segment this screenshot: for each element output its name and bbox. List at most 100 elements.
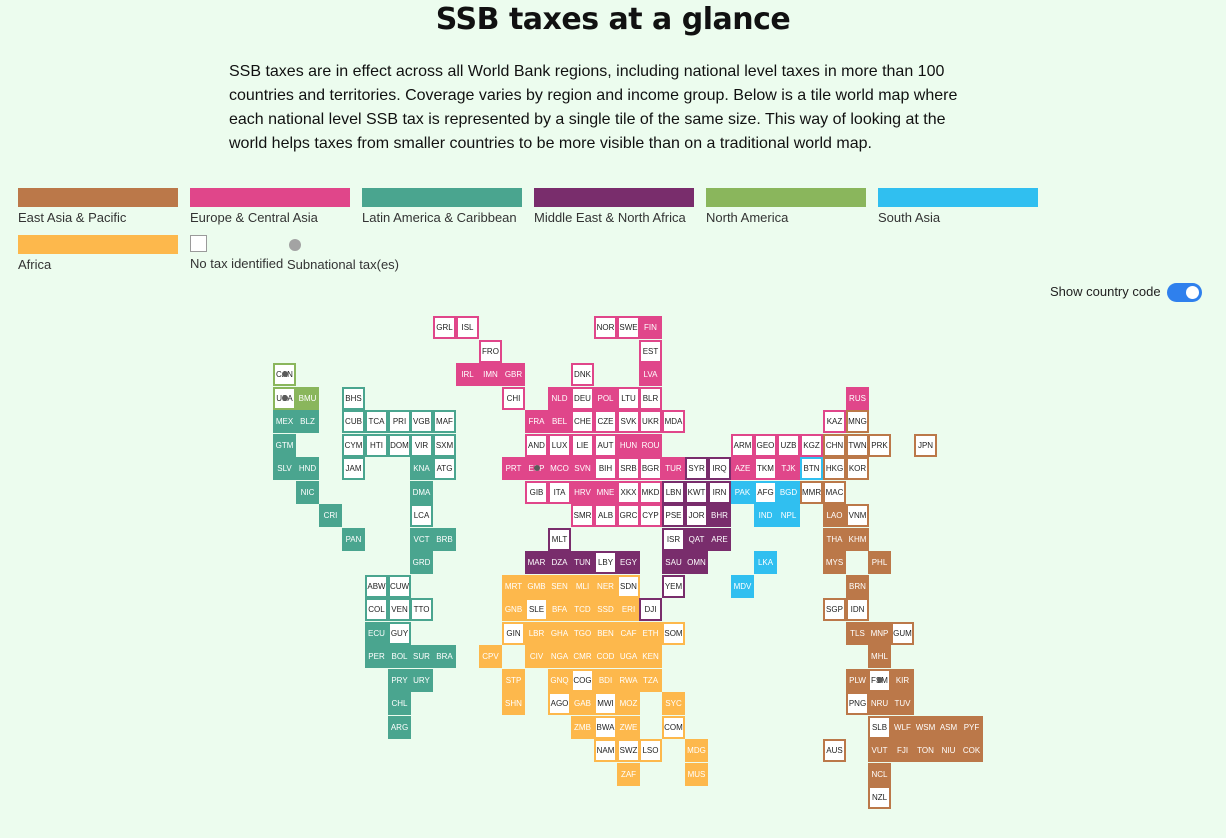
legend-item-latin-america-caribbean[interactable]: Latin America & Caribbean xyxy=(362,188,522,225)
tile-plw[interactable]: PLW xyxy=(846,669,869,692)
tile-bra[interactable]: BRA xyxy=(433,645,456,668)
tile-ton[interactable]: TON xyxy=(914,739,937,762)
tile-civ[interactable]: CIV xyxy=(525,645,548,668)
tile-cym[interactable]: CYM xyxy=(342,434,365,457)
tile-rou[interactable]: ROU xyxy=(639,434,662,457)
tile-shn[interactable]: SHN xyxy=(502,692,525,715)
tile-brn[interactable]: BRN xyxy=(846,575,869,598)
tile-ind[interactable]: IND xyxy=(754,504,777,527)
legend-item-europe-central-asia[interactable]: Europe & Central Asia xyxy=(190,188,350,225)
tile-hun[interactable]: HUN xyxy=(617,434,640,457)
tile-lka[interactable]: LKA xyxy=(754,551,777,574)
tile-cod[interactable]: COD xyxy=(594,645,617,668)
tile-vir[interactable]: VIR xyxy=(410,434,433,457)
tile-isl[interactable]: ISL xyxy=(456,316,479,339)
tile-swe[interactable]: SWE xyxy=(617,316,640,339)
tile-com[interactable]: COM xyxy=(662,716,685,739)
tile-grl[interactable]: GRL xyxy=(433,316,456,339)
tile-bfa[interactable]: BFA xyxy=(548,598,571,621)
tile-cpv[interactable]: CPV xyxy=(479,645,502,668)
tile-dza[interactable]: DZA xyxy=(548,551,571,574)
tile-srb[interactable]: SRB xyxy=(617,457,640,480)
tile-slb[interactable]: SLB xyxy=(868,716,891,739)
tile-bhs[interactable]: BHS xyxy=(342,387,365,410)
tile-ken[interactable]: KEN xyxy=(639,645,662,668)
tile-arm[interactable]: ARM xyxy=(731,434,754,457)
tile-aze[interactable]: AZE xyxy=(731,457,754,480)
tile-bol[interactable]: BOL xyxy=(388,645,411,668)
tile-gnb[interactable]: GNB xyxy=(502,598,525,621)
tile-irq[interactable]: IRQ xyxy=(708,457,731,480)
tile-atg[interactable]: ATG xyxy=(433,457,456,480)
tile-mac[interactable]: MAC xyxy=(823,481,846,504)
tile-isr[interactable]: ISR xyxy=(662,528,685,551)
tile-mwi[interactable]: MWI xyxy=(594,692,617,715)
tile-fro[interactable]: FRO xyxy=(479,340,502,363)
tile-irn[interactable]: IRN xyxy=(708,481,731,504)
tile-hkg[interactable]: HKG xyxy=(823,457,846,480)
tile-ssd[interactable]: SSD xyxy=(594,598,617,621)
tile-pyf[interactable]: PYF xyxy=(960,716,983,739)
tile-mli[interactable]: MLI xyxy=(571,575,594,598)
tile-tcd[interactable]: TCD xyxy=(571,598,594,621)
tile-zaf[interactable]: ZAF xyxy=(617,763,640,786)
tile-pse[interactable]: PSE xyxy=(662,504,685,527)
tile-tha[interactable]: THA xyxy=(823,528,846,551)
tile-bgr[interactable]: BGR xyxy=(639,457,662,480)
tile-mkd[interactable]: MKD xyxy=(639,481,662,504)
tile-aus[interactable]: AUS xyxy=(823,739,846,762)
tile-mar[interactable]: MAR xyxy=(525,551,548,574)
tile-pol[interactable]: POL xyxy=(594,387,617,410)
tile-blr[interactable]: BLR xyxy=(639,387,662,410)
tile-svk[interactable]: SVK xyxy=(617,410,640,433)
tile-grc[interactable]: GRC xyxy=(617,504,640,527)
tile-nru[interactable]: NRU xyxy=(868,692,891,715)
tile-vgb[interactable]: VGB xyxy=(410,410,433,433)
tile-esp[interactable]: ESP xyxy=(525,457,548,480)
tile-kaz[interactable]: KAZ xyxy=(823,410,846,433)
tile-eth[interactable]: ETH xyxy=(639,622,662,645)
tile-swz[interactable]: SWZ xyxy=(617,739,640,762)
tile-mmr[interactable]: MMR xyxy=(800,481,823,504)
tile-arg[interactable]: ARG xyxy=(388,716,411,739)
tile-ven[interactable]: VEN xyxy=(388,598,411,621)
tile-prt[interactable]: PRT xyxy=(502,457,525,480)
tile-smr[interactable]: SMR xyxy=(571,504,594,527)
tile-chi[interactable]: CHI xyxy=(502,387,525,410)
tile-gtm[interactable]: GTM xyxy=(273,434,296,457)
tile-jpn[interactable]: JPN xyxy=(914,434,937,457)
tile-mhl[interactable]: MHL xyxy=(868,645,891,668)
tile-tto[interactable]: TTO xyxy=(410,598,433,621)
tile-ncl[interactable]: NCL xyxy=(868,763,891,786)
tile-est[interactable]: EST xyxy=(639,340,662,363)
tile-vct[interactable]: VCT xyxy=(410,528,433,551)
tile-gib[interactable]: GIB xyxy=(525,481,548,504)
tile-fsm[interactable]: FSM xyxy=(868,669,891,692)
tile-niu[interactable]: NIU xyxy=(937,739,960,762)
tile-gmb[interactable]: GMB xyxy=(525,575,548,598)
tile-vut[interactable]: VUT xyxy=(868,739,891,762)
tile-mdv[interactable]: MDV xyxy=(731,575,754,598)
tile-sau[interactable]: SAU xyxy=(662,551,685,574)
tile-kgz[interactable]: KGZ xyxy=(800,434,823,457)
tile-fra[interactable]: FRA xyxy=(525,410,548,433)
tile-grd[interactable]: GRD xyxy=(410,551,433,574)
tile-yem[interactable]: YEM xyxy=(662,575,685,598)
tile-phl[interactable]: PHL xyxy=(868,551,891,574)
tile-cuw[interactable]: CUW xyxy=(388,575,411,598)
legend-item-south-asia[interactable]: South Asia xyxy=(878,188,1038,225)
tile-can[interactable]: CAN xyxy=(273,363,296,386)
tile-chn[interactable]: CHN xyxy=(823,434,846,457)
tile-pry[interactable]: PRY xyxy=(388,669,411,692)
tile-tkm[interactable]: TKM xyxy=(754,457,777,480)
tile-wsm[interactable]: WSM xyxy=(914,716,937,739)
tile-syc[interactable]: SYC xyxy=(662,692,685,715)
tile-pak[interactable]: PAK xyxy=(731,481,754,504)
tile-ltu[interactable]: LTU xyxy=(617,387,640,410)
tile-pan[interactable]: PAN xyxy=(342,528,365,551)
tile-cri[interactable]: CRI xyxy=(319,504,342,527)
tile-deu[interactable]: DEU xyxy=(571,387,594,410)
tile-moz[interactable]: MOZ xyxy=(617,692,640,715)
tile-sxm[interactable]: SXM xyxy=(433,434,456,457)
tile-lbr[interactable]: LBR xyxy=(525,622,548,645)
